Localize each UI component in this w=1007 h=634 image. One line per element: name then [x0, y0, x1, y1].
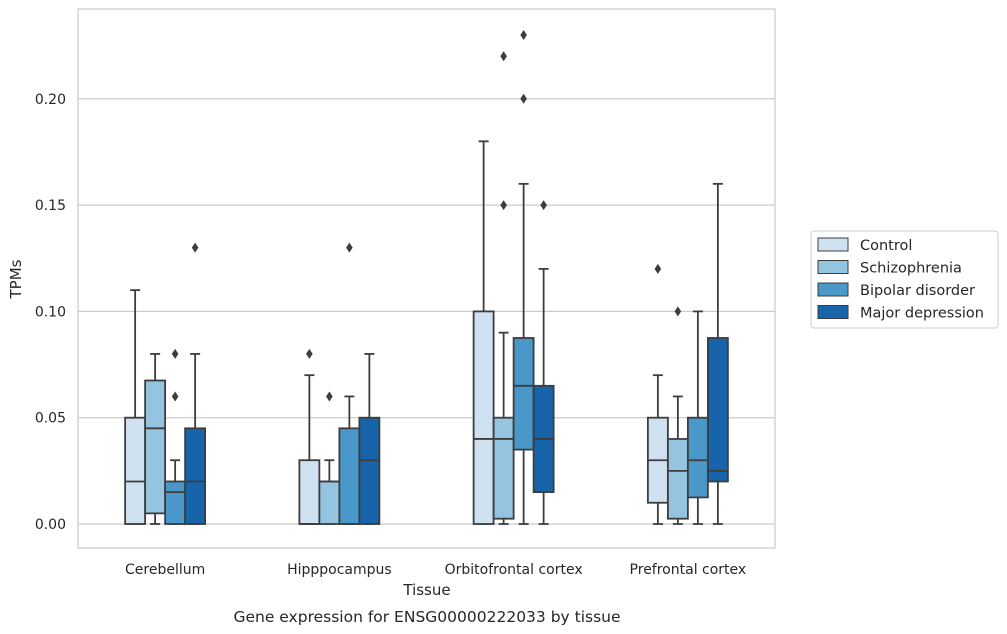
- outlier-point: [674, 306, 682, 317]
- outlier-point: [191, 242, 199, 253]
- plot-frame: [77, 8, 776, 549]
- outlier-point: [540, 200, 547, 211]
- box-1-1: [318, 391, 341, 525]
- box-3-3: [706, 182, 729, 525]
- box-body: [686, 416, 709, 499]
- legend-item: Control: [817, 237, 912, 254]
- legend-swatch: [817, 282, 849, 297]
- box-body: [124, 416, 147, 525]
- y-axis-ticks: 0.00 0.05 0.10 0.15 0.20: [35, 92, 66, 533]
- box-0-0: [124, 289, 147, 525]
- box-2-3: [532, 200, 555, 525]
- box-body: [492, 416, 515, 520]
- outlier-point: [500, 51, 507, 62]
- box-body: [184, 427, 207, 525]
- box-body: [512, 337, 535, 451]
- box-body: [706, 337, 729, 483]
- chart-caption: Gene expression for ENSG00000222033 by t…: [233, 608, 620, 626]
- y-tick-label: 0.05: [35, 411, 66, 427]
- legend-swatch: [817, 260, 849, 274]
- legend-item: Schizophrenia: [817, 260, 962, 277]
- legend-label: Schizophrenia: [860, 261, 962, 277]
- legend-item: Major depression: [817, 305, 984, 322]
- box-body: [338, 427, 361, 525]
- legend-label: Major depression: [860, 306, 984, 322]
- box-body: [318, 480, 341, 525]
- box-3-2: [686, 310, 709, 525]
- box-1-2: [338, 242, 361, 525]
- x-tick-label: Cerebellum: [125, 562, 205, 578]
- box-2-2: [512, 30, 535, 525]
- box-body: [164, 480, 187, 525]
- outlier-point: [171, 391, 179, 402]
- y-tick-label: 0.15: [35, 198, 66, 214]
- box-body: [472, 310, 495, 525]
- y-tick-label: 0.00: [35, 517, 66, 533]
- y-tick-label: 0.10: [35, 304, 66, 320]
- outlier-point: [520, 93, 527, 104]
- legend-label: Control: [860, 238, 912, 254]
- outlier-point: [306, 348, 313, 359]
- box-body: [298, 459, 321, 525]
- legend-item: Bipolar disorder: [817, 282, 975, 299]
- outlier-point: [520, 30, 527, 41]
- x-tick-label: Prefrontal cortex: [630, 562, 747, 578]
- outlier-point: [346, 242, 353, 253]
- x-axis-label: Tissue: [402, 581, 450, 599]
- y-axis-label: TPMs: [7, 259, 25, 299]
- outlier-point: [500, 200, 507, 211]
- x-axis-ticks: Cerebellum Hipppocampus Orbitofrontal cort…: [125, 562, 746, 578]
- x-tick-label: Orbitofrontal cortex: [445, 562, 583, 578]
- outlier-point: [171, 348, 179, 359]
- legend-label: Bipolar disorder: [860, 283, 975, 299]
- box-body: [358, 416, 381, 525]
- box-body: [144, 379, 167, 515]
- box-3-1: [666, 306, 689, 525]
- box-3-0: [646, 263, 669, 525]
- outlier-point: [326, 391, 333, 402]
- box-0-3: [184, 242, 207, 525]
- plot-area: [124, 30, 729, 525]
- box-body: [666, 438, 689, 520]
- box-1-3: [358, 353, 381, 525]
- box-2-1: [492, 51, 515, 525]
- box-0-2: [164, 348, 187, 525]
- y-tick-label: 0.20: [35, 92, 66, 108]
- legend-swatch: [817, 305, 849, 319]
- legend-frame: [810, 230, 999, 329]
- box-0-1: [144, 353, 167, 525]
- outlier-point: [654, 263, 662, 274]
- x-tick-label: Hipppocampus: [287, 562, 392, 578]
- box-1-0: [298, 348, 321, 525]
- box-2-0: [472, 140, 495, 525]
- legend-swatch: [817, 237, 849, 252]
- legend: Control Schizophrenia Bipolar disorder Majo…: [810, 230, 999, 329]
